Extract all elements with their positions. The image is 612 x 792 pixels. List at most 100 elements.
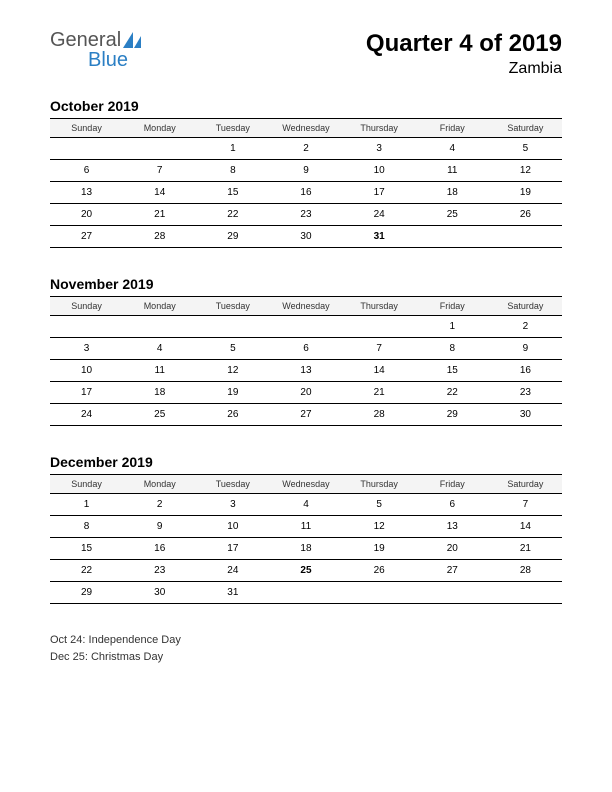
calendar-cell: 19 [489, 182, 562, 204]
calendar-cell [269, 582, 342, 604]
logo-top-text: General [50, 30, 121, 50]
day-header: Tuesday [196, 119, 269, 138]
calendar-row: 1234567 [50, 494, 562, 516]
calendar-cell: 15 [416, 360, 489, 382]
calendar-cell [416, 226, 489, 248]
calendar-cell: 1 [416, 316, 489, 338]
calendar-row: 22232425262728 [50, 560, 562, 582]
calendar-cell: 26 [343, 560, 416, 582]
calendar-cell: 7 [489, 494, 562, 516]
calendar-cell: 9 [123, 516, 196, 538]
month-title: October 2019 [50, 98, 562, 114]
calendar-cell: 3 [343, 138, 416, 160]
calendar-row: 20212223242526 [50, 204, 562, 226]
month-title: November 2019 [50, 276, 562, 292]
calendar-cell: 11 [123, 360, 196, 382]
calendar-cell: 27 [416, 560, 489, 582]
day-header: Tuesday [196, 475, 269, 494]
calendar-cell: 19 [196, 382, 269, 404]
calendar-cell: 25 [123, 404, 196, 426]
calendar-row: 15161718192021 [50, 538, 562, 560]
calendar-cell: 7 [343, 338, 416, 360]
calendar-cell: 12 [196, 360, 269, 382]
day-header: Saturday [489, 475, 562, 494]
calendar-row: 6789101112 [50, 160, 562, 182]
calendar-cell: 2 [489, 316, 562, 338]
calendar-cell: 16 [489, 360, 562, 382]
day-header: Monday [123, 475, 196, 494]
calendar-cell [123, 316, 196, 338]
calendar-row: 10111213141516 [50, 360, 562, 382]
calendar-cell: 1 [50, 494, 123, 516]
calendar-cell: 18 [416, 182, 489, 204]
calendar-cell: 17 [50, 382, 123, 404]
calendar-cell: 21 [123, 204, 196, 226]
logo: General Blue [50, 30, 141, 70]
calendar-cell: 23 [269, 204, 342, 226]
day-header: Wednesday [269, 475, 342, 494]
calendar-cell: 10 [343, 160, 416, 182]
calendar-cell: 25 [416, 204, 489, 226]
calendar-cell: 30 [489, 404, 562, 426]
calendar-row: 17181920212223 [50, 382, 562, 404]
calendar-cell: 21 [343, 382, 416, 404]
calendar-row: 293031 [50, 582, 562, 604]
month-block: November 2019SundayMondayTuesdayWednesda… [50, 276, 562, 426]
month-block: October 2019 SundayMondayTuesdayWednesday… [50, 98, 562, 248]
calendar-cell: 3 [50, 338, 123, 360]
day-header: Friday [416, 119, 489, 138]
calendar-cell [50, 138, 123, 160]
title-block: Quarter 4 of 2019 Zambia [366, 30, 562, 78]
calendar-cell: 5 [343, 494, 416, 516]
holiday-note: Dec 25: Christmas Day [50, 649, 562, 666]
calendar-cell: 5 [196, 338, 269, 360]
day-header: Thursday [343, 297, 416, 316]
calendar-cell [123, 138, 196, 160]
calendar-cell: 28 [489, 560, 562, 582]
day-header: Monday [123, 119, 196, 138]
calendar-cell [269, 316, 342, 338]
calendar-cell: 18 [269, 538, 342, 560]
calendar-cell: 13 [269, 360, 342, 382]
calendar-cell: 22 [416, 382, 489, 404]
calendar-cell: 9 [489, 338, 562, 360]
calendar-table: SundayMondayTuesdayWednesdayThursdayFrid… [50, 118, 562, 248]
calendar-row: 891011121314 [50, 516, 562, 538]
calendar-cell: 2 [269, 138, 342, 160]
day-header: Tuesday [196, 297, 269, 316]
calendar-cell [343, 582, 416, 604]
months-container: October 2019 SundayMondayTuesdayWednesday… [50, 98, 562, 604]
calendar-cell: 14 [343, 360, 416, 382]
calendar-cell: 13 [50, 182, 123, 204]
holiday-note: Oct 24: Independence Day [50, 632, 562, 649]
calendar-row: 24252627282930 [50, 404, 562, 426]
calendar-cell: 21 [489, 538, 562, 560]
calendar-cell: 8 [196, 160, 269, 182]
logo-top-row: General [50, 30, 141, 50]
calendar-cell: 20 [269, 382, 342, 404]
calendar-cell: 23 [123, 560, 196, 582]
calendar-cell: 16 [123, 538, 196, 560]
calendar-cell: 3 [196, 494, 269, 516]
calendar-cell: 22 [196, 204, 269, 226]
calendar-cell: 27 [50, 226, 123, 248]
calendar-cell: 15 [196, 182, 269, 204]
calendar-cell [50, 316, 123, 338]
calendar-cell: 31 [196, 582, 269, 604]
month-block: December 2019SundayMondayTuesdayWednesda… [50, 454, 562, 604]
calendar-cell: 8 [50, 516, 123, 538]
calendar-row: 13141516171819 [50, 182, 562, 204]
calendar-cell [343, 316, 416, 338]
calendar-cell: 6 [50, 160, 123, 182]
calendar-cell: 28 [343, 404, 416, 426]
calendar-cell: 31 [343, 226, 416, 248]
day-header: Saturday [489, 297, 562, 316]
day-header: Friday [416, 475, 489, 494]
calendar-cell: 2 [123, 494, 196, 516]
calendar-cell: 29 [196, 226, 269, 248]
calendar-cell: 10 [50, 360, 123, 382]
calendar-cell: 4 [269, 494, 342, 516]
calendar-cell: 11 [269, 516, 342, 538]
calendar-cell: 30 [269, 226, 342, 248]
calendar-cell: 4 [123, 338, 196, 360]
